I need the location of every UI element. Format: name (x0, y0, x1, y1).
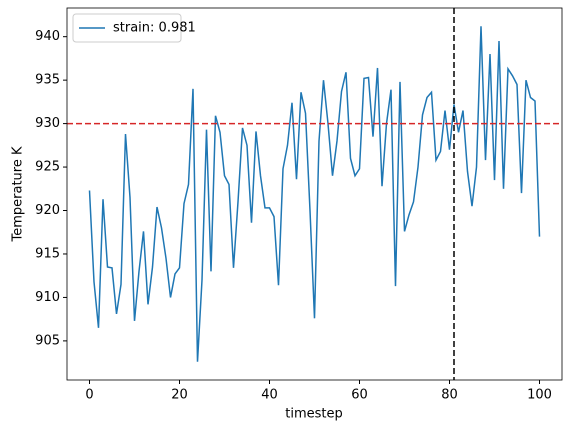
data-line (88, 26, 541, 362)
y-tick-label: 935 (35, 73, 60, 88)
y-tick-label: 905 (35, 333, 60, 348)
x-tick-label: 40 (261, 388, 278, 403)
y-tick-label: 930 (35, 116, 60, 131)
y-tick-label: 910 (35, 290, 60, 305)
legend: strain: 0.981 (72, 13, 196, 43)
x-tick-label: 80 (441, 388, 458, 403)
x-axis-label: timestep (285, 407, 343, 422)
y-tick-label: 940 (35, 29, 60, 44)
y-tick-label: 915 (35, 246, 60, 261)
legend-label: strain: 0.981 (113, 21, 196, 36)
y-tick-label: 925 (35, 160, 60, 175)
y-tick-label: 920 (35, 203, 60, 218)
x-tick-label: 0 (85, 388, 93, 403)
plot-frame (66, 7, 563, 381)
x-tick-label: 60 (351, 388, 368, 403)
x-tick-label: 100 (527, 388, 552, 403)
legend-box (72, 13, 182, 43)
x-tick-label: 20 (171, 388, 188, 403)
y-axis-label: Temperature K (11, 146, 26, 242)
